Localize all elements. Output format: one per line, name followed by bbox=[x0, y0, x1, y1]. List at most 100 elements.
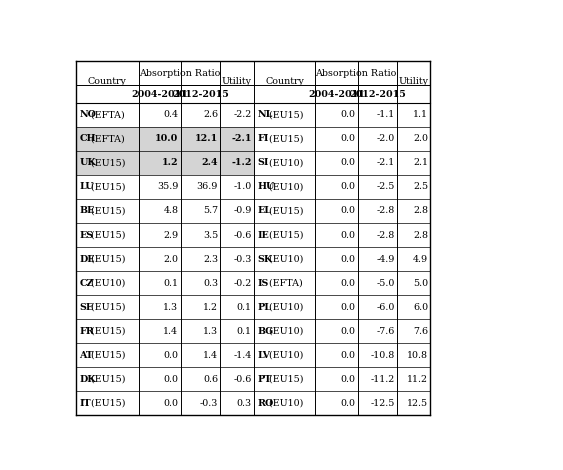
Text: 0.0: 0.0 bbox=[340, 327, 355, 336]
Text: -5.0: -5.0 bbox=[377, 279, 395, 288]
Text: 10.0: 10.0 bbox=[155, 134, 178, 143]
Text: -0.2: -0.2 bbox=[234, 279, 252, 288]
Text: Utility: Utility bbox=[399, 77, 429, 86]
Text: 2012-2015: 2012-2015 bbox=[349, 90, 406, 99]
Text: 2.5: 2.5 bbox=[413, 182, 428, 191]
Text: 6.0: 6.0 bbox=[413, 303, 428, 312]
Text: 0.1: 0.1 bbox=[163, 279, 178, 288]
Text: 0.0: 0.0 bbox=[340, 279, 355, 288]
Text: -2.2: -2.2 bbox=[234, 110, 252, 119]
Text: 5.7: 5.7 bbox=[203, 206, 218, 215]
Text: NO: NO bbox=[79, 110, 96, 119]
Text: (EU10): (EU10) bbox=[266, 399, 303, 408]
Text: 36.9: 36.9 bbox=[196, 182, 218, 191]
Text: 1.4: 1.4 bbox=[163, 327, 178, 336]
Text: (EU15): (EU15) bbox=[266, 110, 304, 119]
Text: 0.0: 0.0 bbox=[340, 110, 355, 119]
Text: 0.0: 0.0 bbox=[163, 399, 178, 408]
Text: -1.0: -1.0 bbox=[234, 182, 252, 191]
Text: 1.2: 1.2 bbox=[203, 303, 218, 312]
Text: 2.4: 2.4 bbox=[202, 158, 218, 167]
Text: (EU10): (EU10) bbox=[266, 303, 303, 312]
Text: (EU15): (EU15) bbox=[266, 375, 304, 384]
Text: PL: PL bbox=[257, 303, 271, 312]
Text: SK: SK bbox=[257, 255, 272, 264]
Text: (EU15): (EU15) bbox=[88, 230, 126, 240]
Text: NL: NL bbox=[257, 110, 272, 119]
Text: 0.1: 0.1 bbox=[236, 327, 252, 336]
Bar bbox=[75, 127, 253, 151]
Text: 1.4: 1.4 bbox=[203, 351, 218, 360]
Text: -1.4: -1.4 bbox=[234, 351, 252, 360]
Text: (EU15): (EU15) bbox=[88, 375, 126, 384]
Text: 11.2: 11.2 bbox=[408, 375, 428, 384]
Text: -2.1: -2.1 bbox=[231, 134, 252, 143]
Text: (EU15): (EU15) bbox=[266, 206, 304, 215]
Text: 0.0: 0.0 bbox=[163, 375, 178, 384]
Text: 0.6: 0.6 bbox=[203, 375, 218, 384]
Text: (EFTA): (EFTA) bbox=[88, 134, 125, 143]
Text: BE: BE bbox=[79, 206, 95, 215]
Text: 12.1: 12.1 bbox=[195, 134, 218, 143]
Text: 2.0: 2.0 bbox=[413, 134, 428, 143]
Text: (EU15): (EU15) bbox=[88, 182, 126, 191]
Text: -11.2: -11.2 bbox=[370, 375, 395, 384]
Text: (EU15): (EU15) bbox=[88, 255, 126, 264]
Text: CH: CH bbox=[79, 134, 96, 143]
Text: (EU10): (EU10) bbox=[266, 327, 303, 336]
Text: IS: IS bbox=[257, 279, 269, 288]
Text: -4.9: -4.9 bbox=[377, 255, 395, 264]
Text: 2004-2011: 2004-2011 bbox=[308, 90, 365, 99]
Text: (EU15): (EU15) bbox=[88, 158, 126, 167]
Text: 0.0: 0.0 bbox=[163, 351, 178, 360]
Text: (EU10): (EU10) bbox=[266, 158, 303, 167]
Text: (EU10): (EU10) bbox=[266, 182, 303, 191]
Text: AT: AT bbox=[79, 351, 93, 360]
Text: 0.0: 0.0 bbox=[340, 206, 355, 215]
Text: -1.1: -1.1 bbox=[377, 110, 395, 119]
Text: 0.0: 0.0 bbox=[340, 134, 355, 143]
Text: -7.6: -7.6 bbox=[377, 327, 395, 336]
Text: -0.6: -0.6 bbox=[233, 230, 252, 240]
Text: CZ: CZ bbox=[79, 279, 94, 288]
Text: 0.0: 0.0 bbox=[340, 182, 355, 191]
Text: 0.3: 0.3 bbox=[203, 279, 218, 288]
Text: 10.8: 10.8 bbox=[408, 351, 428, 360]
Bar bbox=[75, 151, 253, 175]
Text: (EFTA): (EFTA) bbox=[266, 279, 303, 288]
Text: 0.0: 0.0 bbox=[340, 375, 355, 384]
Text: 2.8: 2.8 bbox=[413, 230, 428, 240]
Text: ES: ES bbox=[79, 230, 93, 240]
Text: -2.8: -2.8 bbox=[377, 230, 395, 240]
Text: 0.0: 0.0 bbox=[340, 158, 355, 167]
Text: LU: LU bbox=[79, 182, 94, 191]
Text: EL: EL bbox=[257, 206, 271, 215]
Text: PT: PT bbox=[257, 375, 272, 384]
Text: FI: FI bbox=[257, 134, 269, 143]
Text: Utility: Utility bbox=[222, 77, 252, 86]
Text: -2.1: -2.1 bbox=[377, 158, 395, 167]
Text: -0.3: -0.3 bbox=[200, 399, 218, 408]
Text: FR: FR bbox=[79, 327, 94, 336]
Text: -10.8: -10.8 bbox=[370, 351, 395, 360]
Text: 7.6: 7.6 bbox=[413, 327, 428, 336]
Text: 5.0: 5.0 bbox=[413, 279, 428, 288]
Text: -2.5: -2.5 bbox=[377, 182, 395, 191]
Text: IT: IT bbox=[79, 399, 91, 408]
Text: RO: RO bbox=[257, 399, 274, 408]
Text: 0.0: 0.0 bbox=[340, 351, 355, 360]
Text: 1.2: 1.2 bbox=[162, 158, 178, 167]
Text: 0.3: 0.3 bbox=[236, 399, 252, 408]
Text: SI: SI bbox=[257, 158, 269, 167]
Text: Absorption Ratio: Absorption Ratio bbox=[139, 69, 220, 78]
Text: UK: UK bbox=[79, 158, 96, 167]
Text: Absorption Ratio: Absorption Ratio bbox=[315, 69, 397, 78]
Text: (EU10): (EU10) bbox=[266, 351, 303, 360]
Text: (EU10): (EU10) bbox=[88, 279, 126, 288]
Text: Country: Country bbox=[88, 77, 127, 86]
Text: (EU10): (EU10) bbox=[266, 255, 303, 264]
Text: 4.9: 4.9 bbox=[413, 255, 428, 264]
Text: 1.1: 1.1 bbox=[413, 110, 428, 119]
Text: -0.6: -0.6 bbox=[233, 375, 252, 384]
Text: 0.0: 0.0 bbox=[340, 303, 355, 312]
